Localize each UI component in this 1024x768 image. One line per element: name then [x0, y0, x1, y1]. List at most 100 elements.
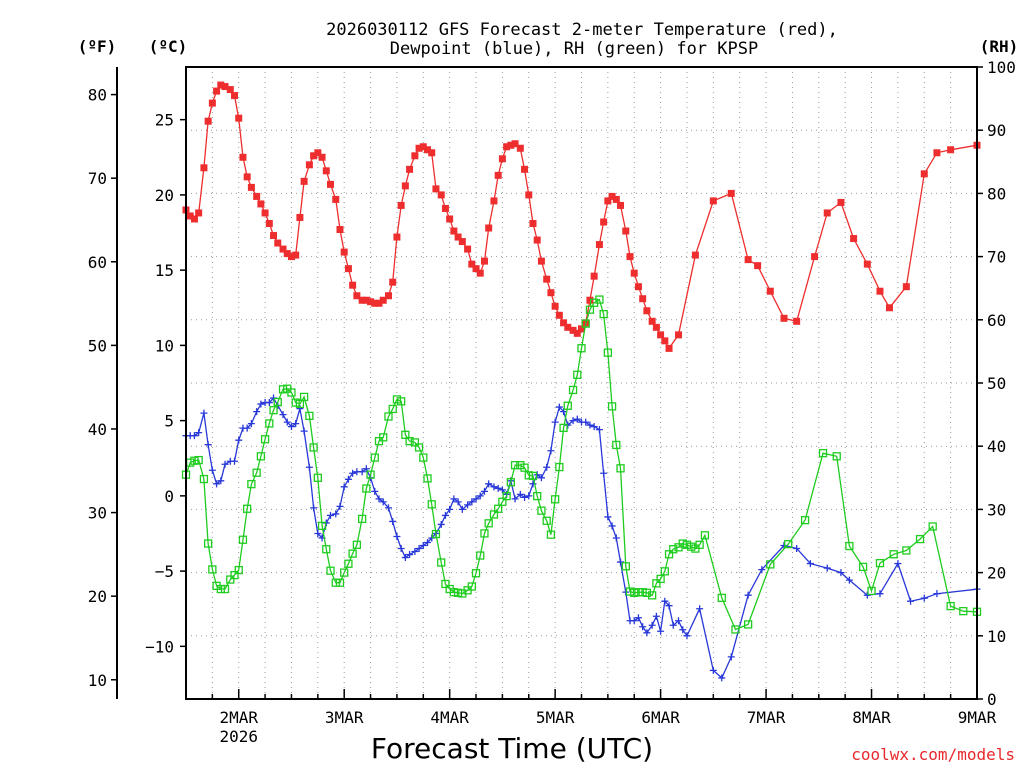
dewpoint-point	[253, 408, 261, 416]
dewpoint-point	[537, 474, 545, 482]
temperature-point	[590, 272, 598, 280]
temperature-point	[537, 257, 545, 265]
rh-point	[234, 565, 243, 575]
f-tick-label: 20	[88, 587, 107, 606]
temperature-point	[358, 296, 366, 304]
rh-point	[419, 453, 428, 462]
dewpoint-point	[279, 411, 287, 419]
temperature-point	[322, 167, 330, 175]
dewpoint-point	[314, 529, 322, 537]
dewpoint-point	[419, 542, 427, 550]
temperature-point	[274, 239, 282, 247]
temperature-point	[494, 171, 502, 179]
temperature-point	[476, 269, 484, 277]
temperature-point	[411, 152, 419, 160]
rh-point	[252, 468, 261, 477]
dewpoint-point	[472, 495, 480, 503]
dewpoint-point	[424, 539, 432, 547]
dewpoint-point	[326, 511, 334, 519]
f-tick-label: 40	[88, 420, 107, 439]
temperature-point	[525, 191, 533, 199]
rh-point	[326, 566, 335, 575]
temperature-point	[630, 269, 638, 277]
rh-point	[309, 443, 318, 452]
temperature-point	[648, 317, 656, 325]
dewpoint-point	[389, 517, 397, 525]
rh-point	[480, 529, 489, 538]
rh-point	[295, 399, 305, 409]
dewpoint-point	[933, 590, 941, 598]
rh-point	[256, 452, 266, 461]
chart-title-line-1: 2026030112 GFS Forecast 2-meter Temperat…	[326, 20, 838, 40]
dewpoint-point	[310, 504, 318, 512]
temperature-point	[300, 177, 308, 185]
temperature-point	[578, 325, 585, 333]
temperature-point	[521, 165, 529, 173]
rh-point	[559, 423, 568, 433]
c-tick-label: 5	[164, 412, 174, 431]
dewpoint-point	[498, 486, 506, 494]
series-line-temperature	[185, 84, 978, 350]
temperature-point	[349, 281, 357, 289]
rh-point	[366, 470, 375, 479]
temperature-point	[265, 219, 273, 227]
temperature-point	[226, 86, 234, 94]
rh-point	[414, 443, 424, 452]
temperature-point	[555, 311, 563, 319]
dewpoint-point	[543, 463, 551, 471]
rh-point	[335, 578, 345, 587]
rh-tick-label: 20	[987, 564, 1006, 583]
rh-tick-label: 70	[987, 248, 1006, 267]
dewpoint-point	[208, 466, 216, 474]
rh-point	[305, 411, 314, 421]
temperature-point	[608, 192, 616, 200]
x-tick-label: 5MAR	[536, 708, 575, 727]
f-tick-label: 60	[88, 253, 107, 272]
rh-point	[875, 558, 885, 568]
c-tick-label: −5	[155, 562, 174, 581]
temperature-point	[231, 92, 239, 100]
dewpoint-point	[221, 460, 229, 468]
temperature-point	[498, 155, 506, 163]
dewpoint-point	[920, 594, 928, 602]
temperature-point	[415, 144, 423, 152]
dewpoint-point	[806, 560, 814, 568]
rh-point	[379, 433, 388, 442]
rh-point	[441, 579, 450, 589]
rh-point	[199, 474, 209, 484]
temperature-point	[652, 323, 660, 331]
dewpoint-point	[590, 423, 598, 431]
chart-title-line-2: Dewpoint (blue), RH (green) for KPSP	[390, 39, 758, 59]
temperature-point	[389, 278, 397, 286]
dewpoint-point	[675, 617, 683, 625]
temperature-point	[340, 248, 348, 256]
x-tick-label: 2MAR	[219, 708, 258, 727]
rh-point	[287, 388, 296, 397]
dewpoint-point	[793, 545, 801, 553]
rh-tick-label: 30	[987, 500, 1006, 519]
rh-point	[915, 534, 925, 544]
temperature-point	[283, 250, 291, 258]
dewpoint-point	[305, 463, 313, 471]
dewpoint-point	[401, 554, 409, 562]
rh-point	[467, 582, 476, 591]
rh-point	[220, 584, 230, 594]
dewpoint-point	[595, 426, 603, 434]
temperature-point	[257, 200, 265, 208]
rh-point	[317, 521, 327, 530]
dewpoint-point	[661, 597, 669, 605]
fahrenheit-unit-label: (ºF)	[78, 37, 117, 56]
c-tick-label: 20	[155, 186, 174, 205]
rh-point	[743, 620, 753, 629]
rh-point	[340, 568, 349, 577]
rh-point	[634, 588, 643, 597]
dewpoint-point	[235, 436, 243, 444]
celsius-unit-label: (ºC)	[149, 37, 188, 56]
temperature-point	[661, 337, 669, 345]
rh-tick-label: 90	[987, 121, 1006, 140]
x-tick-label: 8MAR	[852, 708, 891, 727]
dewpoint-point	[332, 510, 340, 518]
temperature-point	[657, 331, 665, 339]
dewpoint-point	[213, 480, 221, 488]
